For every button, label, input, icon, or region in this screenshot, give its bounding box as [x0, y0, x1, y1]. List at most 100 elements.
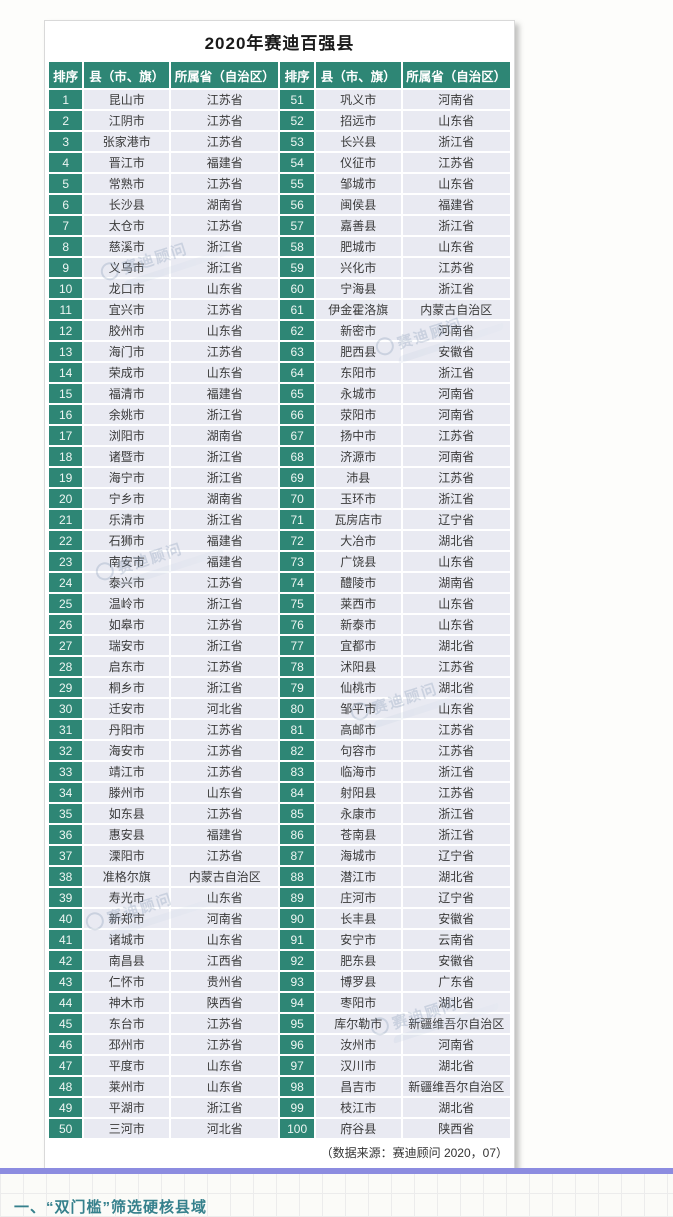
province-cell-left: 江苏省 — [171, 762, 279, 781]
rank-cell-right: 98 — [280, 1077, 314, 1096]
rank-cell-left: 45 — [49, 1014, 83, 1033]
province-cell-right: 山东省 — [402, 111, 510, 130]
table-row: 28 启东市 江苏省 78 沭阳县 江苏省 — [49, 657, 510, 676]
table-row: 44 神木市 陕西省 94 枣阳市 湖北省 — [49, 993, 510, 1012]
table-row: 30 迁安市 河北省 80 邹平市 山东省 — [49, 699, 510, 718]
table-row: 22 石狮市 福建省 72 大冶市 湖北省 — [49, 531, 510, 550]
county-cell-left: 海安市 — [84, 741, 170, 760]
rank-cell-right: 78 — [280, 657, 314, 676]
province-cell-left: 江苏省 — [171, 342, 279, 361]
rank-cell-right: 75 — [280, 594, 314, 613]
rank-cell-left: 11 — [49, 300, 83, 319]
table-row: 7 太仓市 江苏省 57 嘉善县 浙江省 — [49, 216, 510, 235]
rank-cell-right: 81 — [280, 720, 314, 739]
table-row: 38 准格尔旗 内蒙古自治区 88 潜江市 湖北省 — [49, 867, 510, 886]
county-cell-left: 邳州市 — [84, 1035, 170, 1054]
rank-cell-left: 34 — [49, 783, 83, 802]
county-cell-right: 招远市 — [315, 111, 401, 130]
rank-cell-left: 27 — [49, 636, 83, 655]
grid-background-section — [0, 1174, 673, 1217]
col-header-county-right: 县（市、旗） — [315, 62, 401, 88]
table-header-row: 排序 县（市、旗） 所属省（自治区） 排序 县（市、旗） 所属省（自治区） — [49, 62, 510, 88]
rank-cell-right: 56 — [280, 195, 314, 214]
rank-cell-left: 4 — [49, 153, 83, 172]
province-cell-right: 云南省 — [402, 930, 510, 949]
county-cell-left: 宜兴市 — [84, 300, 170, 319]
province-cell-left: 山东省 — [171, 321, 279, 340]
county-cell-right: 长丰县 — [315, 909, 401, 928]
table-row: 45 东台市 江苏省 95 库尔勒市 新疆维吾尔自治区 — [49, 1014, 510, 1033]
province-cell-right: 浙江省 — [402, 363, 510, 382]
county-cell-right: 邹平市 — [315, 699, 401, 718]
rank-cell-left: 48 — [49, 1077, 83, 1096]
province-cell-right: 辽宁省 — [402, 846, 510, 865]
county-cell-left: 如东县 — [84, 804, 170, 823]
county-cell-right: 宜都市 — [315, 636, 401, 655]
rank-cell-left: 21 — [49, 510, 83, 529]
rank-cell-right: 70 — [280, 489, 314, 508]
rank-cell-left: 25 — [49, 594, 83, 613]
table-row: 34 滕州市 山东省 84 射阳县 江苏省 — [49, 783, 510, 802]
province-cell-left: 湖南省 — [171, 195, 279, 214]
county-cell-left: 张家港市 — [84, 132, 170, 151]
rank-cell-left: 12 — [49, 321, 83, 340]
county-cell-left: 福清市 — [84, 384, 170, 403]
rank-cell-right: 86 — [280, 825, 314, 844]
county-cell-right: 肥西县 — [315, 342, 401, 361]
province-cell-left: 山东省 — [171, 783, 279, 802]
province-cell-left: 江苏省 — [171, 804, 279, 823]
province-cell-right: 辽宁省 — [402, 510, 510, 529]
county-cell-left: 荣成市 — [84, 363, 170, 382]
province-cell-left: 浙江省 — [171, 594, 279, 613]
county-cell-left: 新郑市 — [84, 909, 170, 928]
county-cell-left: 神木市 — [84, 993, 170, 1012]
county-cell-right: 大冶市 — [315, 531, 401, 550]
province-cell-right: 江苏省 — [402, 153, 510, 172]
county-cell-left: 仁怀市 — [84, 972, 170, 991]
province-cell-left: 浙江省 — [171, 636, 279, 655]
rank-cell-left: 18 — [49, 447, 83, 466]
province-cell-right: 山东省 — [402, 699, 510, 718]
rank-cell-right: 68 — [280, 447, 314, 466]
county-cell-right: 潜江市 — [315, 867, 401, 886]
rank-cell-right: 88 — [280, 867, 314, 886]
county-cell-right: 苍南县 — [315, 825, 401, 844]
rank-cell-right: 99 — [280, 1098, 314, 1117]
rank-cell-left: 6 — [49, 195, 83, 214]
col-header-province-left: 所属省（自治区） — [171, 62, 279, 88]
county-cell-right: 汉川市 — [315, 1056, 401, 1075]
table-row: 2 江阴市 江苏省 52 招远市 山东省 — [49, 111, 510, 130]
top100-county-table: 排序 县（市、旗） 所属省（自治区） 排序 县（市、旗） 所属省（自治区） 1 … — [47, 60, 512, 1140]
county-cell-left: 莱州市 — [84, 1077, 170, 1096]
table-row: 24 泰兴市 江苏省 74 醴陵市 湖南省 — [49, 573, 510, 592]
province-cell-left: 浙江省 — [171, 258, 279, 277]
county-cell-right: 长兴县 — [315, 132, 401, 151]
county-cell-left: 丹阳市 — [84, 720, 170, 739]
province-cell-left: 浙江省 — [171, 447, 279, 466]
rank-cell-right: 60 — [280, 279, 314, 298]
province-cell-right: 湖北省 — [402, 993, 510, 1012]
county-cell-left: 如皋市 — [84, 615, 170, 634]
province-cell-left: 福建省 — [171, 531, 279, 550]
province-cell-right: 内蒙古自治区 — [402, 300, 510, 319]
table-row: 27 瑞安市 浙江省 77 宜都市 湖北省 — [49, 636, 510, 655]
table-row: 50 三河市 河北省 100 府谷县 陕西省 — [49, 1119, 510, 1138]
table-row: 41 诸城市 山东省 91 安宁市 云南省 — [49, 930, 510, 949]
province-cell-right: 广东省 — [402, 972, 510, 991]
province-cell-left: 内蒙古自治区 — [171, 867, 279, 886]
province-cell-left: 江苏省 — [171, 174, 279, 193]
rank-cell-right: 79 — [280, 678, 314, 697]
rank-cell-left: 37 — [49, 846, 83, 865]
rank-cell-left: 15 — [49, 384, 83, 403]
province-cell-right: 山东省 — [402, 174, 510, 193]
county-cell-left: 宁乡市 — [84, 489, 170, 508]
rank-cell-right: 53 — [280, 132, 314, 151]
rank-cell-left: 9 — [49, 258, 83, 277]
county-cell-left: 常熟市 — [84, 174, 170, 193]
table-row: 5 常熟市 江苏省 55 邹城市 山东省 — [49, 174, 510, 193]
county-cell-left: 靖江市 — [84, 762, 170, 781]
province-cell-left: 浙江省 — [171, 1098, 279, 1117]
county-cell-right: 嘉善县 — [315, 216, 401, 235]
county-cell-right: 沭阳县 — [315, 657, 401, 676]
table-row: 8 慈溪市 浙江省 58 肥城市 山东省 — [49, 237, 510, 256]
